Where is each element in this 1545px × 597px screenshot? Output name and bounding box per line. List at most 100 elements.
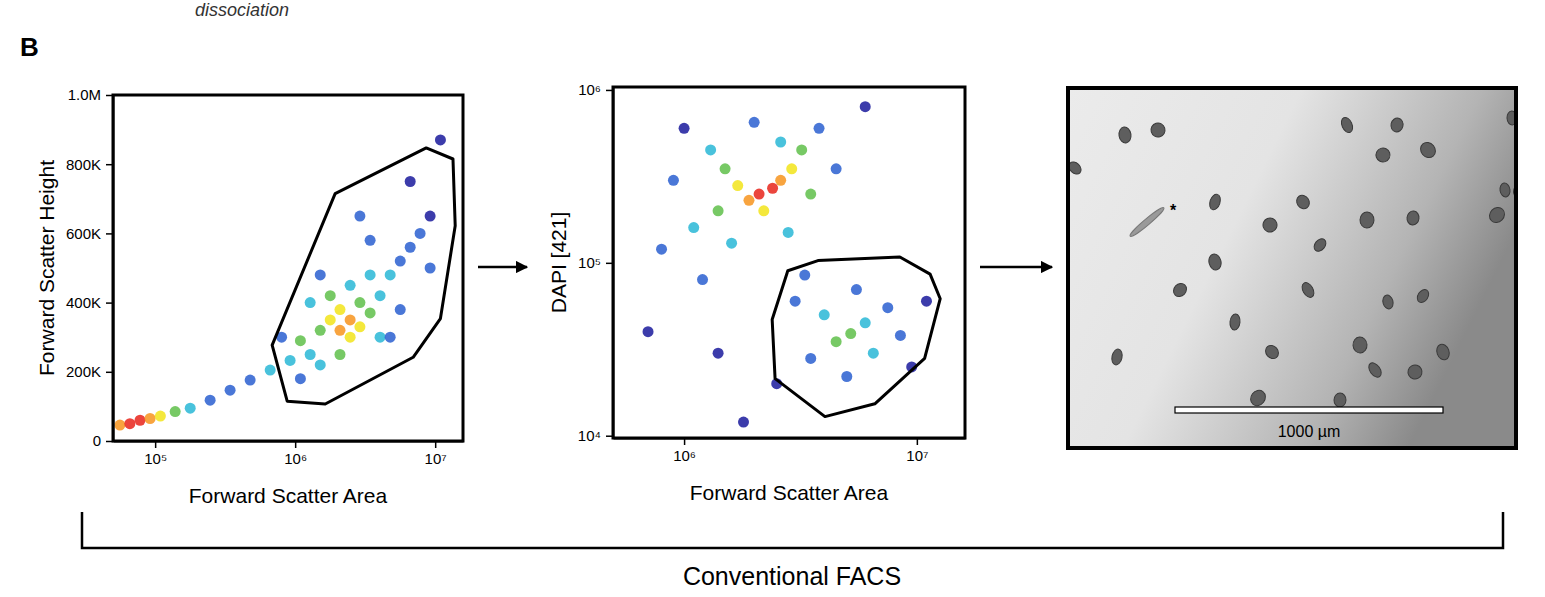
event-point: [790, 296, 801, 307]
tick-mark: [106, 233, 113, 235]
cell: [1339, 116, 1355, 135]
event-point: [325, 314, 336, 325]
event-point: [305, 349, 316, 360]
cell: [1300, 281, 1317, 300]
event-point: [405, 176, 416, 187]
event-point: [754, 189, 765, 200]
micrograph-frame: [1068, 88, 1516, 448]
cell: [1248, 387, 1269, 408]
event-point: [425, 211, 436, 222]
event-point: [245, 375, 256, 386]
event-point: [185, 403, 196, 414]
tick-mark: [295, 441, 297, 448]
tick-label: 800K: [66, 156, 101, 173]
cell: [1294, 193, 1312, 211]
cell: [1406, 363, 1423, 380]
cell: [1417, 139, 1438, 160]
cell: [1208, 193, 1222, 211]
event-point: [895, 330, 906, 341]
x-axis-title: Forward Scatter Area: [690, 481, 889, 504]
scale-bar: [1175, 407, 1443, 413]
tick-label: 1.0M: [68, 86, 101, 103]
cell: [1110, 348, 1123, 366]
tick-mark: [684, 438, 686, 445]
event-point: [814, 123, 825, 134]
event-point: [713, 205, 724, 216]
event-point: [743, 195, 754, 206]
tick-mark: [106, 372, 113, 374]
tick-label: 400K: [66, 294, 101, 311]
event-point: [365, 235, 376, 246]
micrograph-background: [1068, 88, 1516, 448]
event-point: [135, 415, 146, 426]
cell: [1366, 361, 1383, 380]
event-point: [395, 256, 406, 267]
tick-mark: [155, 441, 157, 448]
event-point: [805, 353, 816, 364]
tick: 10⁵: [578, 254, 613, 271]
event-point: [775, 175, 786, 186]
tick-mark: [606, 435, 613, 437]
event-point: [345, 314, 356, 325]
tick-mark: [106, 302, 113, 304]
event-point: [315, 325, 326, 336]
tick: 800K: [66, 156, 113, 173]
event-point: [758, 205, 769, 216]
tick-label: 600K: [66, 225, 101, 242]
cell: [1068, 160, 1083, 177]
bracket-label: Conventional FACS: [683, 562, 901, 590]
tick: 10⁴: [578, 427, 613, 444]
panel-label: B: [20, 32, 39, 62]
gate: [772, 257, 940, 417]
event-point: [851, 284, 862, 295]
scale-bar-label: 1000 µm: [1278, 423, 1341, 440]
tick: 600K: [66, 225, 113, 242]
event-point: [786, 163, 797, 174]
y-axis-title: Forward Scatter Height: [35, 160, 58, 376]
event-point: [435, 134, 446, 145]
event-point: [713, 348, 724, 359]
event-point: [868, 348, 879, 359]
tick: 10⁷: [425, 441, 447, 467]
tick: 10⁶: [673, 438, 696, 464]
event-point: [720, 163, 731, 174]
flow-arrow: [478, 266, 527, 269]
cell: [1381, 294, 1394, 310]
bracket: [82, 512, 1503, 548]
event-point: [345, 332, 356, 343]
event-point: [334, 325, 345, 336]
event-point: [775, 136, 786, 147]
tick-label: 10⁷: [425, 450, 447, 467]
cell: [1499, 182, 1511, 197]
cell: [1334, 393, 1346, 407]
event-point: [375, 332, 386, 343]
tick: 10⁵: [144, 441, 167, 467]
tick: 200K: [66, 363, 113, 380]
y-axis: 0 200K 400K 600K 800K 1.0M: [66, 86, 114, 449]
event-point: [170, 406, 181, 417]
event-point: [921, 296, 932, 307]
event-point: [819, 309, 830, 320]
tick-label: 10⁴: [578, 427, 601, 444]
header-fragment: dissociation: [195, 0, 289, 20]
x-axis-title: Forward Scatter Area: [189, 484, 388, 507]
event-point: [295, 335, 306, 346]
tick: 1.0M: [68, 86, 113, 103]
event-point: [405, 242, 416, 253]
tick-label: 0: [93, 432, 101, 449]
event-point: [688, 222, 699, 233]
cell: [1207, 253, 1223, 271]
event-point: [726, 238, 737, 249]
event-point: [805, 189, 816, 200]
x-axis: 10⁶10⁷: [614, 438, 966, 464]
flow-arrow: [980, 266, 1052, 269]
event-point: [124, 418, 135, 429]
tick-mark: [106, 95, 113, 97]
cell: [1360, 212, 1375, 228]
event-point: [841, 371, 852, 382]
event-point: [114, 420, 125, 431]
cell: [1415, 287, 1431, 304]
event-point: [643, 326, 654, 337]
event-point: [225, 385, 236, 396]
event-point: [799, 270, 810, 281]
